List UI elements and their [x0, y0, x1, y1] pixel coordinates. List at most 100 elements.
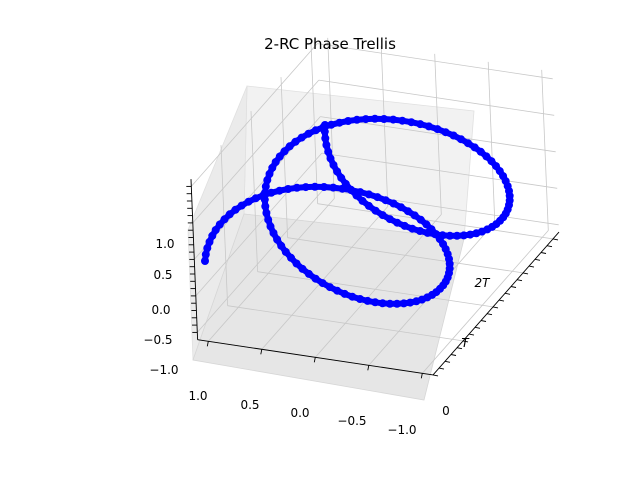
- back-grid-line: [321, 152, 558, 189]
- floor-grid-line: [208, 198, 335, 342]
- data-point: [348, 292, 357, 301]
- data-point: [304, 269, 313, 278]
- data-point: [389, 199, 398, 208]
- y-tick-mark: [486, 313, 493, 316]
- data-point: [347, 185, 355, 194]
- floor-grid-line: [227, 305, 464, 342]
- data-point: [260, 195, 269, 204]
- data-point: [320, 127, 329, 136]
- y-tick-mark: [468, 333, 475, 336]
- data-point: [264, 215, 273, 224]
- y-tick-mark: [456, 347, 463, 350]
- data-point: [215, 220, 224, 229]
- side-grid-line: [192, 79, 320, 224]
- x-tick-label: 0.0: [290, 406, 309, 420]
- data-point: [311, 274, 320, 283]
- chart-title: 2-RC Phase Trellis: [264, 35, 396, 53]
- y-tick-label: 2T: [475, 276, 492, 290]
- x-tick-mark: [367, 365, 370, 371]
- data-point: [389, 115, 398, 124]
- x-tick-mark: [313, 357, 316, 363]
- data-point: [333, 167, 342, 176]
- data-point: [265, 169, 274, 178]
- data-point: [371, 206, 380, 215]
- data-point: [261, 182, 270, 191]
- data-point: [441, 128, 450, 137]
- data-point: [410, 211, 419, 220]
- data-point: [352, 191, 361, 200]
- y-tick-mark: [432, 374, 439, 377]
- x-tick-label: −1.0: [387, 423, 416, 437]
- y-tick-mark: [552, 238, 559, 241]
- data-point: [220, 215, 229, 224]
- data-point: [262, 209, 271, 217]
- data-point: [320, 183, 328, 191]
- data-point: [266, 222, 275, 231]
- floor-grid-line: [257, 271, 494, 308]
- axes: [186, 179, 560, 379]
- data-point: [424, 122, 433, 131]
- data-point: [407, 118, 416, 127]
- data-point: [297, 133, 306, 142]
- data-point: [371, 298, 380, 307]
- data-point: [203, 244, 212, 253]
- data-point: [271, 158, 280, 166]
- data-point: [397, 203, 405, 212]
- data-point: [208, 231, 217, 240]
- z-tick-label: 1.0: [155, 237, 174, 251]
- data-point: [393, 299, 401, 308]
- x-tick-label: 0.5: [240, 398, 259, 412]
- y-tick-label: 0: [442, 404, 450, 418]
- data-point: [324, 147, 333, 156]
- data-point: [269, 229, 278, 237]
- data-point: [445, 231, 454, 240]
- y-tick-label: T: [461, 336, 470, 350]
- data-point: [287, 253, 295, 262]
- data-point: [321, 134, 330, 143]
- data-point: [352, 115, 361, 124]
- data-point: [237, 201, 246, 210]
- data-point: [292, 183, 301, 192]
- side-grid-line: [197, 189, 324, 333]
- data-point: [398, 116, 407, 125]
- y-tick-mark: [498, 299, 505, 302]
- data-point: [275, 152, 284, 161]
- data-point: [408, 224, 417, 233]
- data-point: [261, 189, 269, 197]
- y-tick-mark: [444, 360, 451, 363]
- side-grid-line: [191, 43, 318, 187]
- data-point: [453, 231, 461, 240]
- floor-grid-line: [315, 214, 442, 358]
- data-point: [267, 188, 276, 197]
- data-point: [301, 183, 310, 192]
- data-point: [457, 135, 465, 144]
- grid-lines: [190, 37, 559, 376]
- y-tick-mark: [510, 286, 517, 288]
- data-point: [431, 230, 440, 239]
- data-point: [329, 183, 338, 192]
- data-point: [378, 299, 387, 308]
- y-tick-mark: [516, 279, 523, 282]
- data-point: [211, 226, 220, 234]
- data-point: [399, 299, 408, 308]
- floor-grid-line: [261, 206, 389, 350]
- y-tick-mark: [450, 354, 457, 356]
- data-point: [268, 163, 277, 172]
- z-tick-label: 0.0: [151, 303, 170, 317]
- data-point: [472, 229, 481, 238]
- x-tick-label: −0.5: [337, 414, 366, 428]
- data-point: [466, 230, 475, 239]
- y-tick-mark: [540, 252, 547, 254]
- data-point: [322, 141, 331, 149]
- data-point: [275, 186, 284, 195]
- y-tick-mark: [438, 367, 445, 370]
- data-point: [284, 185, 293, 193]
- data-point: [292, 259, 301, 268]
- data-point: [416, 120, 425, 129]
- data-series: [201, 114, 514, 308]
- data-point: [251, 194, 260, 203]
- data-point: [280, 147, 289, 156]
- y-tick-mark: [528, 265, 535, 268]
- data-point: [311, 126, 320, 135]
